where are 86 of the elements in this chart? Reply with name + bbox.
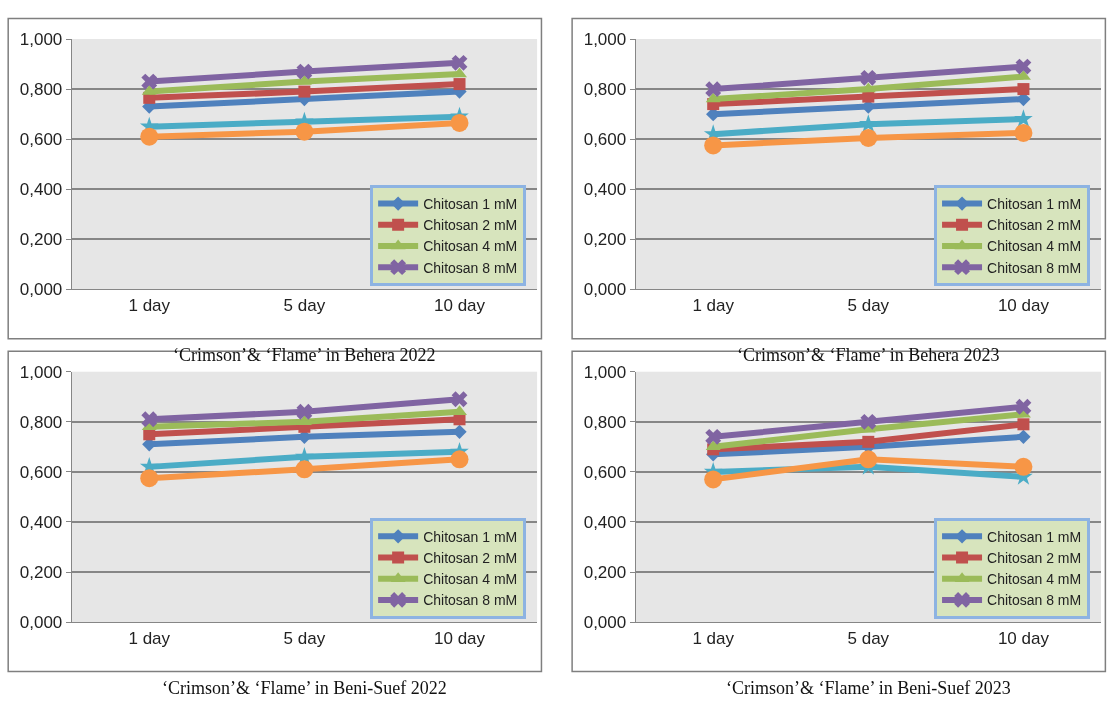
legend-label: Chitosan 4 mM (423, 571, 518, 588)
y-tick-label: 1,000 (583, 362, 627, 382)
x-tick-label: 10 day (433, 628, 486, 648)
legend-label: Chitosan 2 mM (987, 217, 1082, 234)
point (1017, 83, 1030, 96)
legend-label: Chitosan 4 mM (987, 571, 1082, 588)
point (140, 127, 159, 146)
x-tick-label: 5 day (847, 628, 890, 648)
point (705, 81, 722, 98)
y-tick-label: 0,600 (19, 462, 63, 482)
y-tick-label: 0,200 (19, 562, 63, 582)
y-tick-label: 0,000 (583, 280, 627, 300)
legend-label: Chitosan 2 mM (987, 549, 1082, 566)
point (862, 435, 875, 448)
y-tick-label: 1,000 (19, 29, 63, 49)
y-tick-label: 0,600 (583, 130, 627, 150)
y-tick-label: 0,000 (19, 280, 63, 300)
point (1015, 58, 1032, 75)
point (1014, 457, 1033, 476)
text: ‘Crimson’& ‘Flame’ in Beni-Suef 2022 (162, 678, 447, 698)
x-tick-label: 10 day (433, 295, 486, 315)
x-tick-label: 5 day (283, 295, 326, 315)
point (295, 122, 314, 141)
point (860, 69, 877, 86)
point (453, 78, 466, 91)
point (296, 63, 313, 80)
point (298, 85, 311, 98)
y-tick-label: 1,000 (583, 29, 627, 49)
x-tick-label: 5 day (847, 295, 890, 315)
point (141, 411, 158, 428)
text: ‘Crimson’& ‘Flame’ in Beni-Suef 2023 (726, 678, 1011, 698)
point (451, 54, 468, 71)
y-tick-label: 0,000 (583, 613, 627, 633)
point (859, 450, 878, 469)
y-tick-label: 0,400 (19, 512, 63, 532)
point (450, 113, 469, 132)
x-tick-label: 1 day (128, 628, 171, 648)
point (450, 450, 469, 469)
x-tick-label: 1 day (128, 295, 171, 315)
point (704, 470, 723, 489)
point (1014, 109, 1033, 128)
legend-label: Chitosan 2 mM (423, 217, 518, 234)
y-tick-label: 0,200 (19, 230, 63, 250)
legend-label: Chitosan 1 mM (987, 528, 1082, 545)
y-tick-label: 0,800 (19, 412, 63, 432)
x-tick-label: 1 day (692, 295, 735, 315)
legend-label: Chitosan 2 mM (423, 549, 518, 566)
legend-label: Chitosan 8 mM (423, 592, 518, 609)
text: ‘Crimson’& ‘Flame’ in Behera 2022 (173, 345, 436, 365)
point (859, 128, 878, 147)
legend-label: Chitosan 1 mM (423, 196, 518, 213)
point (141, 73, 158, 90)
point (451, 391, 468, 408)
y-tick-label: 0,000 (19, 613, 63, 633)
point (296, 403, 313, 420)
point (140, 469, 159, 488)
point (1017, 418, 1030, 431)
point (1014, 123, 1033, 142)
text: ‘Crimson’& ‘Flame’ in Behera 2023 (737, 345, 1000, 365)
legend-label: Chitosan 8 mM (987, 592, 1082, 609)
point (295, 460, 314, 479)
x-tick-label: 5 day (283, 628, 326, 648)
y-tick-label: 0,400 (583, 180, 627, 200)
legend-label: Chitosan 1 mM (423, 528, 518, 545)
y-tick-label: 0,800 (583, 412, 627, 432)
legend-label: Chitosan 4 mM (987, 238, 1082, 255)
x-tick-label: 10 day (997, 295, 1050, 315)
y-tick-label: 0,600 (583, 462, 627, 482)
x-tick-label: 10 day (997, 628, 1050, 648)
legend-label: Chitosan 8 mM (423, 259, 518, 276)
point (705, 428, 722, 445)
legend-label: Chitosan 4 mM (423, 238, 518, 255)
legend-label: Chitosan 8 mM (987, 259, 1082, 276)
y-tick-label: 0,600 (19, 130, 63, 150)
y-tick-label: 1,000 (19, 362, 63, 382)
y-tick-label: 0,800 (583, 80, 627, 100)
x-tick-label: 1 day (692, 628, 735, 648)
y-tick-label: 0,200 (583, 230, 627, 250)
y-tick-label: 0,400 (19, 180, 63, 200)
point (1015, 398, 1032, 415)
point (860, 413, 877, 430)
y-tick-label: 0,400 (583, 512, 627, 532)
legend-label: Chitosan 1 mM (987, 196, 1082, 213)
point (704, 136, 723, 155)
y-tick-label: 0,800 (19, 80, 63, 100)
y-tick-label: 0,200 (583, 562, 627, 582)
